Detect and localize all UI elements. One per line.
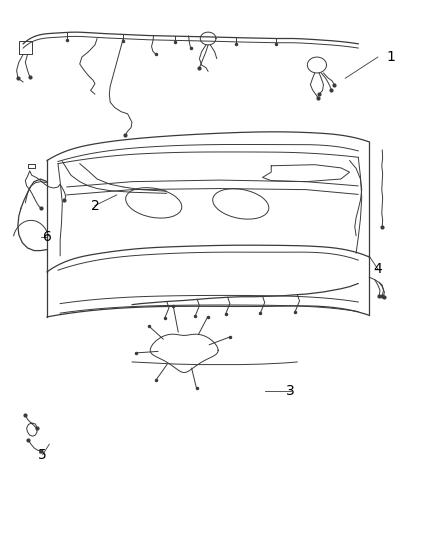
Text: 2: 2	[91, 198, 99, 213]
Text: 5: 5	[39, 448, 47, 462]
Text: 1: 1	[386, 50, 396, 64]
Text: 3: 3	[286, 384, 295, 398]
Text: 4: 4	[374, 262, 382, 276]
Text: 6: 6	[42, 230, 52, 244]
